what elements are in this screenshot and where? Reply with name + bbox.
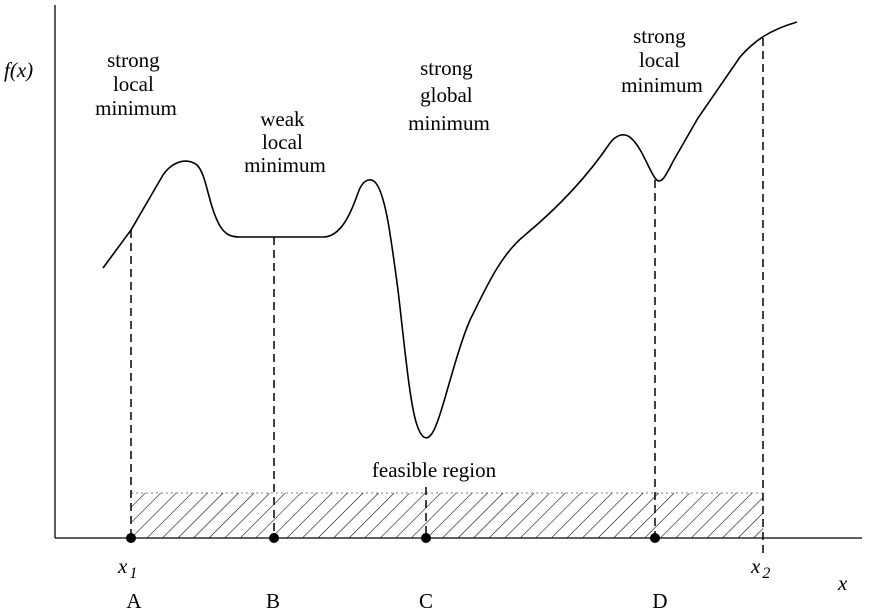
annotation-strong-local-min-left: strong local minimum bbox=[95, 48, 177, 120]
annotation-weak-local-min: weak local minimum bbox=[244, 107, 326, 177]
point-a-label: A bbox=[126, 589, 142, 613]
point-d-label: D bbox=[652, 589, 667, 613]
feasible-region-label: feasible region bbox=[372, 458, 497, 482]
feasible-region-band bbox=[131, 493, 763, 538]
point-b-label: B bbox=[266, 589, 280, 613]
point-a-marker bbox=[126, 533, 136, 543]
function-curve bbox=[102, 21, 798, 439]
y-axis-label: f(x) bbox=[4, 58, 33, 82]
point-b-marker bbox=[269, 533, 279, 543]
annotation-strong-global-min: strong global minimum bbox=[408, 56, 490, 135]
x-axis-label: x bbox=[837, 571, 848, 595]
point-c-marker bbox=[421, 533, 431, 543]
annotation-strong-local-min-right: strong local minimum bbox=[621, 24, 703, 97]
point-d-marker bbox=[650, 533, 660, 543]
point-c-label: C bbox=[419, 589, 433, 613]
